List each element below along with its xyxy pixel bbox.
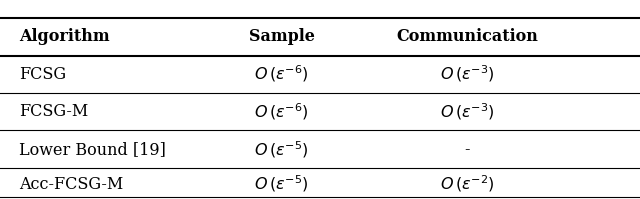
Text: Acc-FCSG-M: Acc-FCSG-M xyxy=(19,176,124,193)
Text: Algorithm: Algorithm xyxy=(19,28,110,45)
Text: Lower Bound [19]: Lower Bound [19] xyxy=(19,141,166,158)
Text: $O\,(\epsilon^{-6})$: $O\,(\epsilon^{-6})$ xyxy=(254,101,309,122)
Text: Sample: Sample xyxy=(249,28,314,45)
Text: $O\,(\epsilon^{-6})$: $O\,(\epsilon^{-6})$ xyxy=(254,64,309,84)
Text: $O\,(\epsilon^{-5})$: $O\,(\epsilon^{-5})$ xyxy=(254,174,309,194)
Text: Communication: Communication xyxy=(396,28,538,45)
Text: -: - xyxy=(465,141,470,158)
Text: $O\,(\epsilon^{-3})$: $O\,(\epsilon^{-3})$ xyxy=(440,64,495,84)
Text: $O\,(\epsilon^{-5})$: $O\,(\epsilon^{-5})$ xyxy=(254,139,309,160)
Text: FCSG-M: FCSG-M xyxy=(19,103,88,120)
Text: $O\,(\epsilon^{-2})$: $O\,(\epsilon^{-2})$ xyxy=(440,174,495,194)
Text: $O\,(\epsilon^{-3})$: $O\,(\epsilon^{-3})$ xyxy=(440,101,495,122)
Text: FCSG: FCSG xyxy=(19,65,67,83)
